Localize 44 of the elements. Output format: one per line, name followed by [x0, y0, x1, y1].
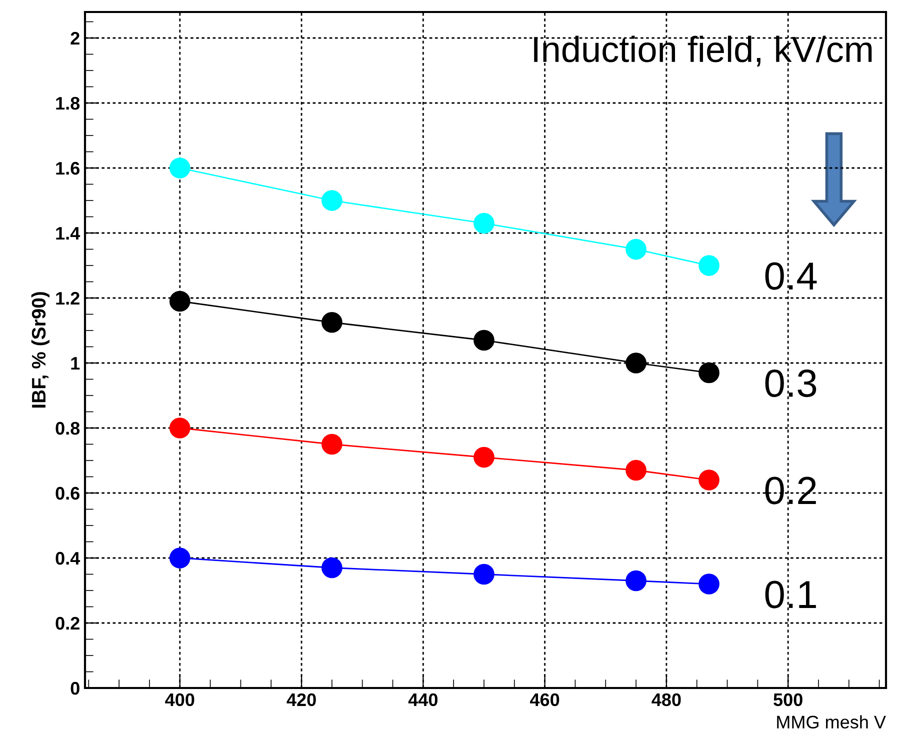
x-axis-title: MMG mesh V [777, 715, 886, 729]
point [698, 362, 720, 384]
series-label: 0.4 [765, 262, 817, 290]
y-axis-title: IBF, % (Sr90) [31, 292, 50, 408]
y-tick-label: 1 [71, 357, 80, 370]
point [626, 238, 646, 260]
point [474, 446, 494, 468]
point [698, 255, 720, 276]
point [322, 312, 342, 333]
point [169, 548, 190, 568]
series-label: 0.3 [765, 370, 816, 398]
point [626, 570, 646, 592]
x-tick-label: 480 [652, 693, 681, 706]
x-tick-label: 420 [286, 693, 316, 706]
y-tick-label: 1.4 [56, 227, 80, 240]
y-tick-label: 0.6 [56, 486, 80, 500]
y-tick-label: 1.8 [56, 96, 80, 110]
series-label: 0.2 [765, 476, 816, 504]
x-tick-label: 440 [408, 693, 438, 706]
y-tick-label: 0 [70, 682, 80, 695]
point [626, 460, 646, 481]
y-tick-label: 0.8 [56, 422, 80, 435]
point [322, 557, 342, 578]
y-tick-label: 0.4 [56, 552, 80, 565]
point [698, 574, 720, 594]
y-tick-label: 1.6 [56, 162, 80, 175]
point [322, 434, 342, 455]
x-tick-label: 400 [165, 693, 194, 706]
x-tick-label: 460 [530, 693, 560, 706]
point [169, 290, 190, 312]
point [626, 352, 646, 374]
point [322, 190, 342, 211]
series-label: 0.1 [765, 580, 816, 608]
y-tick-label: 0.2 [56, 616, 80, 630]
x-tick-label: 500 [774, 693, 802, 706]
point [474, 330, 494, 351]
point [474, 212, 494, 234]
legend-title: Induction field, kV/cm [534, 36, 872, 67]
y-tick-label: 2 [70, 32, 80, 45]
point [474, 564, 494, 585]
point [169, 158, 190, 178]
point [169, 418, 190, 438]
point [698, 470, 720, 490]
y-tick-label: 1.2 [56, 292, 80, 305]
